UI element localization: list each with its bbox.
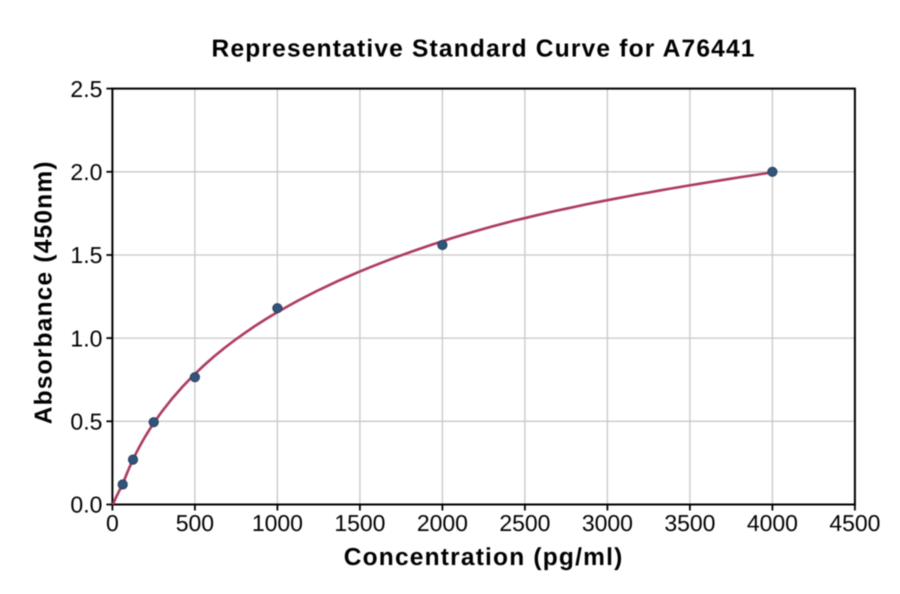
svg-text:3000: 3000 — [582, 510, 633, 536]
svg-text:1000: 1000 — [252, 510, 303, 536]
svg-text:2.5: 2.5 — [70, 76, 102, 102]
svg-text:1500: 1500 — [334, 510, 385, 536]
svg-text:3500: 3500 — [664, 510, 715, 536]
svg-text:4500: 4500 — [829, 510, 880, 536]
svg-text:0: 0 — [106, 510, 119, 536]
svg-text:0.5: 0.5 — [70, 409, 102, 435]
svg-text:1.0: 1.0 — [70, 325, 102, 351]
svg-text:1.5: 1.5 — [70, 242, 102, 268]
svg-text:Concentration (pg/ml): Concentration (pg/ml) — [344, 544, 624, 571]
svg-text:2000: 2000 — [417, 510, 468, 536]
svg-text:0.0: 0.0 — [70, 492, 102, 518]
svg-text:2.0: 2.0 — [70, 159, 102, 185]
svg-text:2500: 2500 — [499, 510, 550, 536]
svg-text:Absorbance (450nm): Absorbance (450nm) — [31, 160, 58, 424]
svg-text:4000: 4000 — [747, 510, 798, 536]
svg-text:500: 500 — [176, 510, 214, 536]
svg-text:Representative Standard Curve: Representative Standard Curve for A76441 — [212, 36, 756, 63]
